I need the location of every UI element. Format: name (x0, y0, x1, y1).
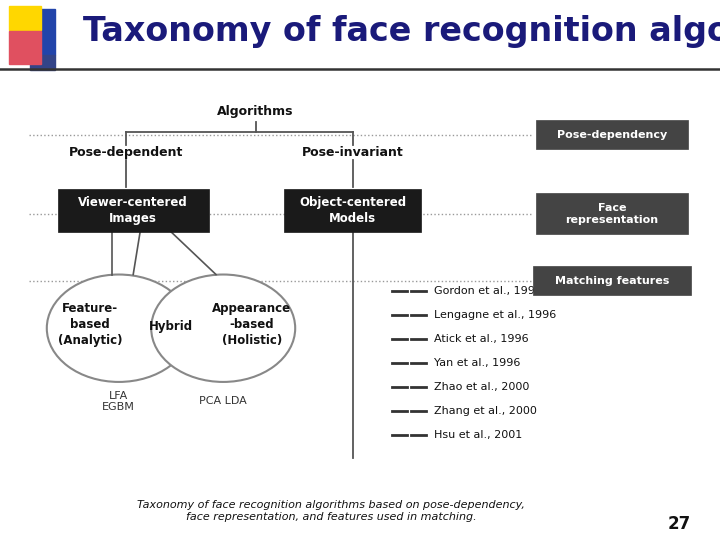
Bar (9, 31, 41, 64)
Text: Lengagne et al., 1996: Lengagne et al., 1996 (434, 310, 557, 320)
Text: Hybrid: Hybrid (148, 320, 193, 333)
Text: Pose-invariant: Pose-invariant (302, 146, 404, 159)
Text: LFA
EGBM: LFA EGBM (102, 390, 135, 412)
Text: Viewer-centered
Images: Viewer-centered Images (78, 196, 188, 225)
Text: PCA LDA: PCA LDA (199, 396, 247, 406)
Bar (9, 6, 41, 30)
Text: Pose-dependent: Pose-dependent (69, 146, 183, 159)
Text: Atick et al., 1996: Atick et al., 1996 (434, 334, 528, 344)
Text: Object-centered
Models: Object-centered Models (300, 196, 406, 225)
Text: Appearance
-based
(Holistic): Appearance -based (Holistic) (212, 302, 292, 347)
Text: 27: 27 (668, 515, 691, 532)
Ellipse shape (47, 274, 191, 382)
FancyBboxPatch shape (58, 189, 209, 232)
Text: Taxonomy of face recognition algorithms: Taxonomy of face recognition algorithms (83, 15, 720, 48)
Text: Face
representation: Face representation (565, 202, 659, 225)
Text: Zhang et al., 2000: Zhang et al., 2000 (434, 406, 537, 416)
Text: Hsu et al., 2001: Hsu et al., 2001 (434, 430, 523, 440)
Ellipse shape (151, 274, 295, 382)
Text: Taxonomy of face recognition algorithms based on pose-dependency,
face represent: Taxonomy of face recognition algorithms … (138, 500, 525, 522)
Text: Matching features: Matching features (555, 276, 669, 286)
Text: Gordon et al., 1995: Gordon et al., 1995 (434, 286, 542, 296)
FancyBboxPatch shape (536, 120, 688, 150)
Text: Feature-
based
(Analytic): Feature- based (Analytic) (58, 302, 122, 347)
FancyBboxPatch shape (284, 189, 421, 232)
Bar (30, 55, 55, 71)
FancyBboxPatch shape (533, 266, 691, 295)
Text: Yan et al., 1996: Yan et al., 1996 (434, 358, 521, 368)
FancyBboxPatch shape (536, 193, 688, 234)
Text: Zhao et al., 2000: Zhao et al., 2000 (434, 382, 529, 392)
Bar (30, 9, 55, 55)
Text: Pose-dependency: Pose-dependency (557, 130, 667, 140)
Text: Algorithms: Algorithms (217, 105, 294, 118)
